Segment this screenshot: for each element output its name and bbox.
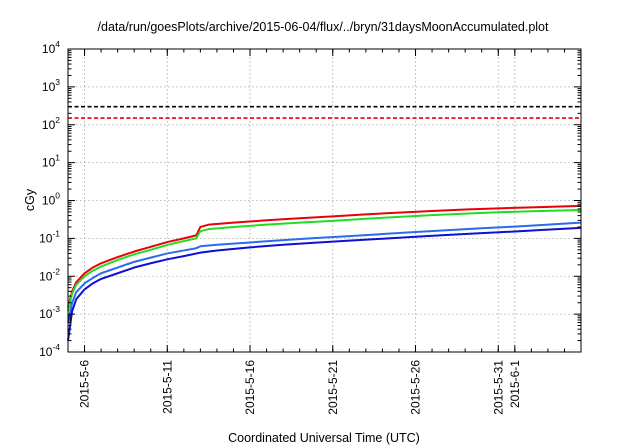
series-line — [67, 221, 582, 323]
x-axis-label: Coordinated Universal Time (UTC) — [228, 431, 420, 445]
x-tick-label: 2015-5-21 — [326, 360, 340, 415]
y-tick-label: 104 — [42, 39, 60, 56]
y-tick-label: 10-1 — [39, 228, 60, 245]
y-tick-label: 10-3 — [39, 304, 60, 321]
series-lines — [67, 204, 582, 341]
y-tick-label: 10-4 — [39, 342, 60, 359]
chart-title: /data/run/goesPlots/archive/2015-06-04/f… — [98, 20, 549, 34]
grid — [68, 49, 581, 352]
x-tick-label: 2015-5-31 — [491, 360, 505, 415]
series-line — [67, 204, 582, 308]
y-tick-label: 10-2 — [39, 266, 60, 283]
y-tick-label: 101 — [42, 153, 60, 170]
y-tick-label: 102 — [42, 115, 60, 132]
y-tick-labels: 10-4 10-3 10-2 10-1 100 101 102 103 104 — [39, 39, 60, 359]
x-tick-label: 2015-5-6 — [78, 360, 92, 408]
y-axis-label: cGy — [23, 188, 37, 211]
axis-ticks — [67, 48, 582, 353]
x-tick-label: 2015-5-16 — [243, 360, 257, 415]
series-line — [67, 226, 582, 341]
x-tick-label: 2015-5-26 — [409, 360, 423, 415]
x-tick-label: 2015-6-1 — [508, 360, 522, 408]
x-tick-label: 2015-5-11 — [160, 360, 174, 414]
series-line — [67, 209, 582, 312]
x-tick-labels: 2015-5-6 2015-5-11 2015-5-16 2015-5-21 2015-… — [78, 360, 522, 415]
y-tick-label: 103 — [42, 77, 60, 94]
y-tick-label: 100 — [42, 191, 60, 208]
threshold-lines — [68, 105, 581, 119]
